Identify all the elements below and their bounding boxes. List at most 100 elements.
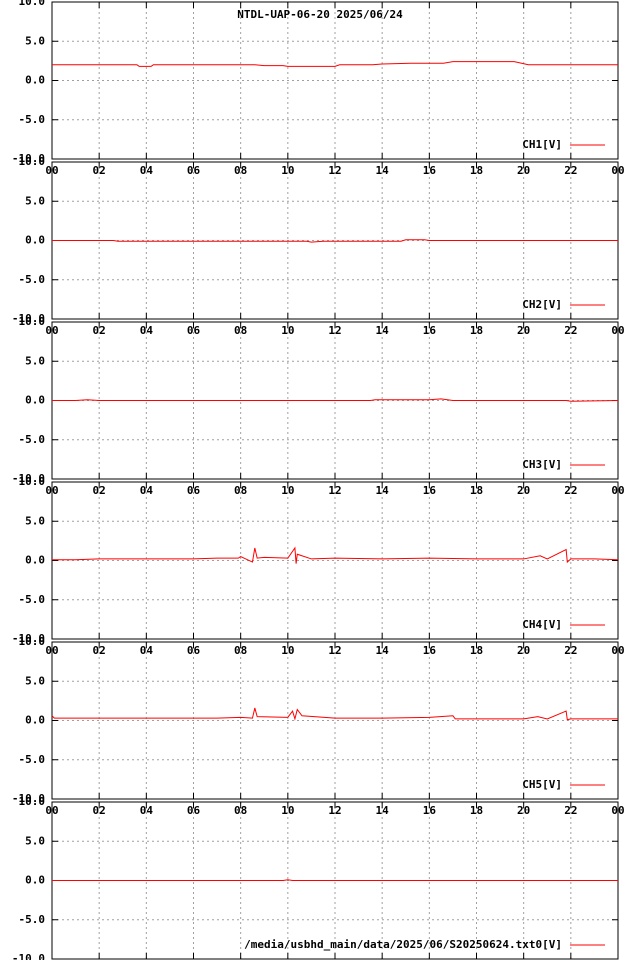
- y-tick-label: 0.0: [25, 394, 45, 407]
- x-tick-label: 22: [564, 324, 577, 337]
- x-tick-label: 08: [234, 324, 247, 337]
- x-tick-label: 12: [328, 324, 341, 337]
- legend-label: CH3[V]: [522, 458, 562, 471]
- x-tick-label: 22: [564, 644, 577, 657]
- legend-label: /media/usbhd_main/data/2025/06/S20250624…: [244, 938, 562, 951]
- x-tick-label: 14: [376, 164, 390, 177]
- x-tick-label: 08: [234, 164, 247, 177]
- legend-label: CH1[V]: [522, 138, 562, 151]
- data-line: [52, 398, 619, 402]
- y-tick-label: 10.0: [19, 0, 46, 8]
- x-tick-label: 20: [517, 644, 530, 657]
- data-line: [52, 239, 618, 243]
- x-tick-label: 06: [187, 644, 201, 657]
- y-tick-label: 5.0: [25, 354, 45, 367]
- x-tick-label: 14: [376, 804, 390, 817]
- y-tick-label: 5.0: [25, 194, 45, 207]
- x-tick-label: 10: [281, 644, 294, 657]
- x-tick-label: 02: [93, 644, 106, 657]
- legend-label: CH2[V]: [522, 298, 562, 311]
- x-tick-label: 18: [470, 804, 483, 817]
- x-tick-label: 18: [470, 484, 483, 497]
- y-tick-label: 0.0: [25, 554, 45, 567]
- x-tick-label: 02: [93, 164, 106, 177]
- legend-label: CH4[V]: [522, 618, 562, 631]
- x-tick-label: 04: [140, 164, 154, 177]
- x-tick-label: 10: [281, 164, 294, 177]
- x-tick-label: 22: [564, 484, 577, 497]
- x-tick-label: 12: [328, 804, 341, 817]
- x-tick-label: 02: [93, 324, 106, 337]
- x-tick-label: 10: [281, 324, 294, 337]
- x-tick-label: 20: [517, 804, 530, 817]
- y-tick-label: -10.0: [12, 312, 45, 325]
- y-tick-label: -5.0: [19, 273, 46, 286]
- y-tick-label: 5.0: [25, 674, 45, 687]
- plot-frame: [51, 641, 619, 800]
- y-tick-label: -5.0: [19, 593, 46, 606]
- plot-frame: [51, 481, 619, 640]
- legend-label: CH5[V]: [522, 778, 562, 791]
- y-tick-label: 10.0: [19, 635, 46, 648]
- x-tick-label: 20: [517, 164, 530, 177]
- x-tick-label: 20: [517, 484, 530, 497]
- y-tick-label: 0.0: [25, 874, 45, 887]
- y-tick-label: -10.0: [12, 792, 45, 805]
- x-tick-label: 22: [564, 804, 577, 817]
- chart-title: NTDL-UAP-06-20 2025/06/24: [237, 8, 403, 21]
- x-tick-label: 14: [376, 644, 390, 657]
- x-tick-label: 04: [140, 804, 154, 817]
- data-line: [52, 546, 619, 564]
- y-tick-label: -5.0: [19, 753, 46, 766]
- y-tick-label: 5.0: [25, 34, 45, 47]
- x-tick-label: 14: [376, 484, 390, 497]
- plot-frame: [51, 1, 619, 160]
- x-tick-label: 18: [470, 324, 483, 337]
- x-tick-label: 16: [423, 484, 437, 497]
- y-tick-label: -5.0: [19, 433, 46, 446]
- y-tick-label: 10.0: [19, 155, 46, 168]
- y-tick-label: 10.0: [19, 795, 46, 808]
- x-tick-label: 04: [140, 324, 154, 337]
- y-tick-label: -10.0: [12, 152, 45, 165]
- x-tick-label: 08: [234, 484, 247, 497]
- x-tick-label: 08: [234, 804, 247, 817]
- y-tick-label: -10.0: [12, 952, 45, 960]
- x-tick-label: 18: [470, 164, 483, 177]
- data-line: [52, 879, 618, 881]
- x-tick-label: 16: [423, 804, 437, 817]
- y-tick-label: 5.0: [25, 834, 45, 847]
- x-tick-label: 16: [423, 644, 437, 657]
- y-tick-label: -10.0: [12, 632, 45, 645]
- x-tick-label: 12: [328, 164, 341, 177]
- y-tick-label: -5.0: [19, 113, 46, 126]
- y-tick-label: 0.0: [25, 234, 45, 247]
- y-tick-label: 10.0: [19, 475, 46, 488]
- data-line: [52, 61, 618, 67]
- y-tick-label: 5.0: [25, 514, 45, 527]
- x-tick-label: 16: [423, 164, 437, 177]
- x-tick-label: 12: [328, 644, 341, 657]
- x-tick-label: 06: [187, 164, 201, 177]
- y-tick-label: 0.0: [25, 714, 45, 727]
- x-tick-label: 04: [140, 644, 154, 657]
- x-tick-label: 16: [423, 324, 437, 337]
- x-tick-label: 06: [187, 484, 201, 497]
- x-tick-label: 02: [93, 804, 106, 817]
- x-tick-label: 20: [517, 324, 530, 337]
- y-tick-label: 10.0: [19, 315, 46, 328]
- x-tick-label: 10: [281, 804, 294, 817]
- y-tick-label: -10.0: [12, 472, 45, 485]
- x-tick-label: 06: [187, 324, 201, 337]
- x-tick-label: 14: [376, 324, 390, 337]
- x-tick-label: 18: [470, 644, 483, 657]
- x-tick-label: 22: [564, 164, 577, 177]
- x-tick-label: 12: [328, 484, 341, 497]
- x-tick-label: 06: [187, 804, 201, 817]
- y-tick-label: -5.0: [19, 913, 46, 926]
- x-tick-label: 10: [281, 484, 294, 497]
- y-tick-label: 0.0: [25, 74, 45, 87]
- x-tick-label: 08: [234, 644, 247, 657]
- x-tick-label: 04: [140, 484, 154, 497]
